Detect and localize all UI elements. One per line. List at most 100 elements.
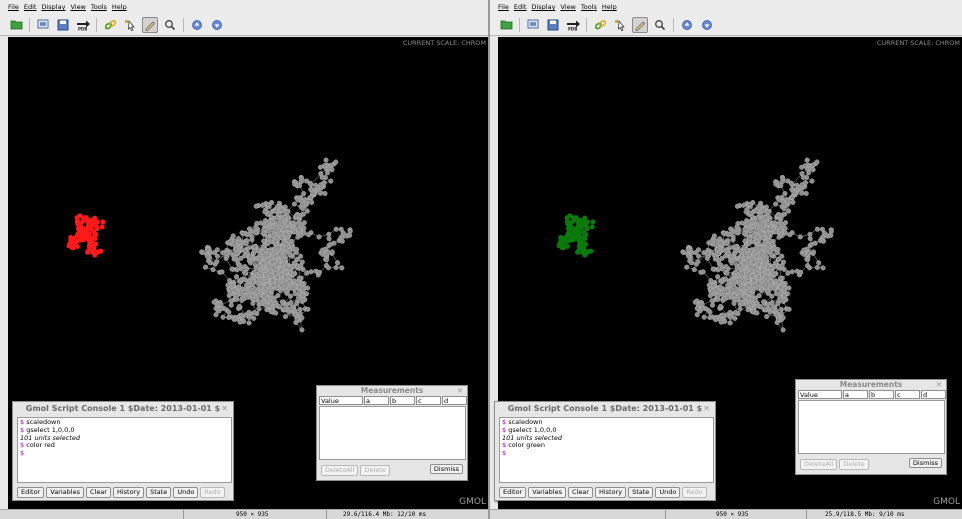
- menu-file[interactable]: File: [498, 3, 509, 11]
- variables-button[interactable]: Variables: [46, 487, 84, 498]
- delete-button[interactable]: Delete: [839, 459, 869, 470]
- redo-button[interactable]: Redo: [682, 487, 707, 498]
- menu-view[interactable]: View: [560, 3, 576, 11]
- console-title: Gmol Script Console 1 $Date: 2013-01-01 …: [507, 404, 703, 413]
- chain-link-icon[interactable]: [592, 17, 608, 33]
- column-b[interactable]: b: [869, 390, 894, 399]
- close-icon[interactable]: ✕: [935, 380, 942, 389]
- close-icon[interactable]: ✕: [221, 404, 228, 413]
- delete-all-button[interactable]: DeleteAll: [800, 459, 838, 470]
- ruler-pencil-icon[interactable]: [632, 16, 648, 33]
- dismiss-button[interactable]: Dismiss: [429, 464, 463, 474]
- column-c[interactable]: c: [416, 396, 441, 405]
- status-memory: 29.6/116.4 Mb: 12/10 ms: [343, 511, 427, 518]
- menu-bar: File Edit Display View Tools Help: [0, 0, 488, 14]
- editor-button[interactable]: Editor: [499, 487, 527, 498]
- scale-label: CURRENT SCALE: CHROM: [402, 39, 486, 47]
- chain-link-icon[interactable]: [102, 17, 118, 33]
- console-buttons: Editor Variables Clear History State Und…: [499, 487, 707, 498]
- console-line: $ gselect 1,0,0,0: [502, 425, 557, 434]
- console-output[interactable]: $ scaledown $ gselect 1,0,0,0 101 units se…: [499, 417, 714, 483]
- navigate-up-icon[interactable]: [679, 17, 695, 33]
- navigate-down-icon[interactable]: [699, 17, 715, 33]
- toolbar-separator: [519, 17, 520, 32]
- column-value[interactable]: Value: [319, 396, 363, 405]
- menu-tools[interactable]: Tools: [580, 3, 597, 11]
- column-a[interactable]: a: [364, 396, 389, 405]
- pane-divider[interactable]: [488, 0, 490, 519]
- zoom-rotate-icon[interactable]: [162, 17, 178, 33]
- column-c[interactable]: c: [895, 390, 920, 399]
- close-icon[interactable]: ✕: [456, 386, 463, 395]
- redo-button[interactable]: Redo: [200, 487, 225, 498]
- scale-label: CURRENT SCALE: CHROM: [876, 39, 960, 47]
- console-line: $ scaledown: [502, 418, 543, 426]
- gmol-logo: GMOL: [933, 497, 960, 507]
- menu-view[interactable]: View: [70, 3, 86, 11]
- clear-button[interactable]: Clear: [567, 487, 593, 498]
- gmol-logo: GMOL: [459, 497, 486, 507]
- screen-icon[interactable]: [525, 17, 541, 33]
- measurements-table[interactable]: [319, 406, 466, 460]
- status-size: 950 × 935: [236, 511, 269, 518]
- measurements-table[interactable]: [798, 400, 945, 454]
- toolbar-separator: [29, 17, 30, 32]
- column-value[interactable]: Value: [798, 390, 842, 399]
- svg-text:PDB: PDB: [568, 26, 577, 31]
- menu-help[interactable]: Help: [601, 3, 617, 11]
- close-icon[interactable]: ✕: [703, 404, 710, 413]
- undo-button[interactable]: Undo: [173, 487, 199, 498]
- menu-file[interactable]: File: [8, 3, 19, 11]
- history-button[interactable]: History: [594, 487, 627, 498]
- save-icon[interactable]: [55, 17, 71, 33]
- pdb-export-icon[interactable]: PDB: [75, 17, 91, 33]
- open-folder-icon[interactable]: [498, 17, 514, 33]
- column-a[interactable]: a: [843, 390, 868, 399]
- cursor-arrow-icon[interactable]: [612, 17, 628, 33]
- column-d[interactable]: d: [921, 390, 946, 399]
- zoom-rotate-icon[interactable]: [652, 17, 668, 33]
- menu-tools[interactable]: Tools: [90, 3, 107, 11]
- menu-edit[interactable]: Edit: [23, 3, 37, 11]
- measurements-dialog: Measurements ✕ Value a b c d DeleteAll D…: [316, 385, 468, 481]
- state-button[interactable]: State: [628, 487, 654, 498]
- menu-display[interactable]: Display: [41, 3, 66, 11]
- history-button[interactable]: History: [112, 487, 145, 498]
- status-bar: 950 × 935 25.9/118.5 Mb: 9/10 ms: [490, 509, 962, 519]
- console-output[interactable]: $ scaledown $ gselect 1,0,0,0 101 units se…: [17, 417, 232, 483]
- screen-icon[interactable]: [35, 17, 51, 33]
- console-line: $ scaledown: [20, 418, 61, 426]
- navigate-down-icon[interactable]: [209, 17, 225, 33]
- right-pane: File Edit Display View Tools Help PDB CU…: [490, 0, 962, 519]
- menu-help[interactable]: Help: [111, 3, 127, 11]
- dismiss-button[interactable]: Dismiss: [908, 458, 942, 468]
- menu-display[interactable]: Display: [531, 3, 556, 11]
- clear-button[interactable]: Clear: [85, 487, 111, 498]
- navigate-up-icon[interactable]: [189, 17, 205, 33]
- console-line: $ color green: [502, 441, 546, 450]
- editor-button[interactable]: Editor: [17, 487, 45, 498]
- console-line: $ gselect 1,0,0,0: [20, 425, 75, 434]
- left-pane: File Edit Display View Tools Help PDB CU…: [0, 0, 488, 519]
- ruler-pencil-icon[interactable]: [142, 16, 158, 33]
- delete-all-button[interactable]: DeleteAll: [321, 465, 359, 476]
- delete-button[interactable]: Delete: [360, 465, 390, 476]
- chromosome-structure: [556, 157, 834, 333]
- toolbar: PDB: [0, 14, 488, 36]
- pdb-export-icon[interactable]: PDB: [565, 17, 581, 33]
- column-d[interactable]: d: [442, 396, 467, 405]
- toolbar-separator: [586, 17, 587, 32]
- open-folder-icon[interactable]: [8, 17, 24, 33]
- undo-button[interactable]: Undo: [655, 487, 681, 498]
- cursor-arrow-icon[interactable]: [122, 17, 138, 33]
- status-memory: 25.9/118.5 Mb: 9/10 ms: [825, 511, 905, 518]
- measurements-title: Measurements: [360, 386, 424, 395]
- script-console: Gmol Script Console 1 $Date: 2013-01-01 …: [494, 401, 716, 501]
- variables-button[interactable]: Variables: [528, 487, 566, 498]
- save-icon[interactable]: [545, 17, 561, 33]
- chromosome-structure: [66, 157, 353, 333]
- column-b[interactable]: b: [390, 396, 415, 405]
- menu-edit[interactable]: Edit: [513, 3, 527, 11]
- state-button[interactable]: State: [146, 487, 172, 498]
- console-line: $ color red: [20, 441, 55, 450]
